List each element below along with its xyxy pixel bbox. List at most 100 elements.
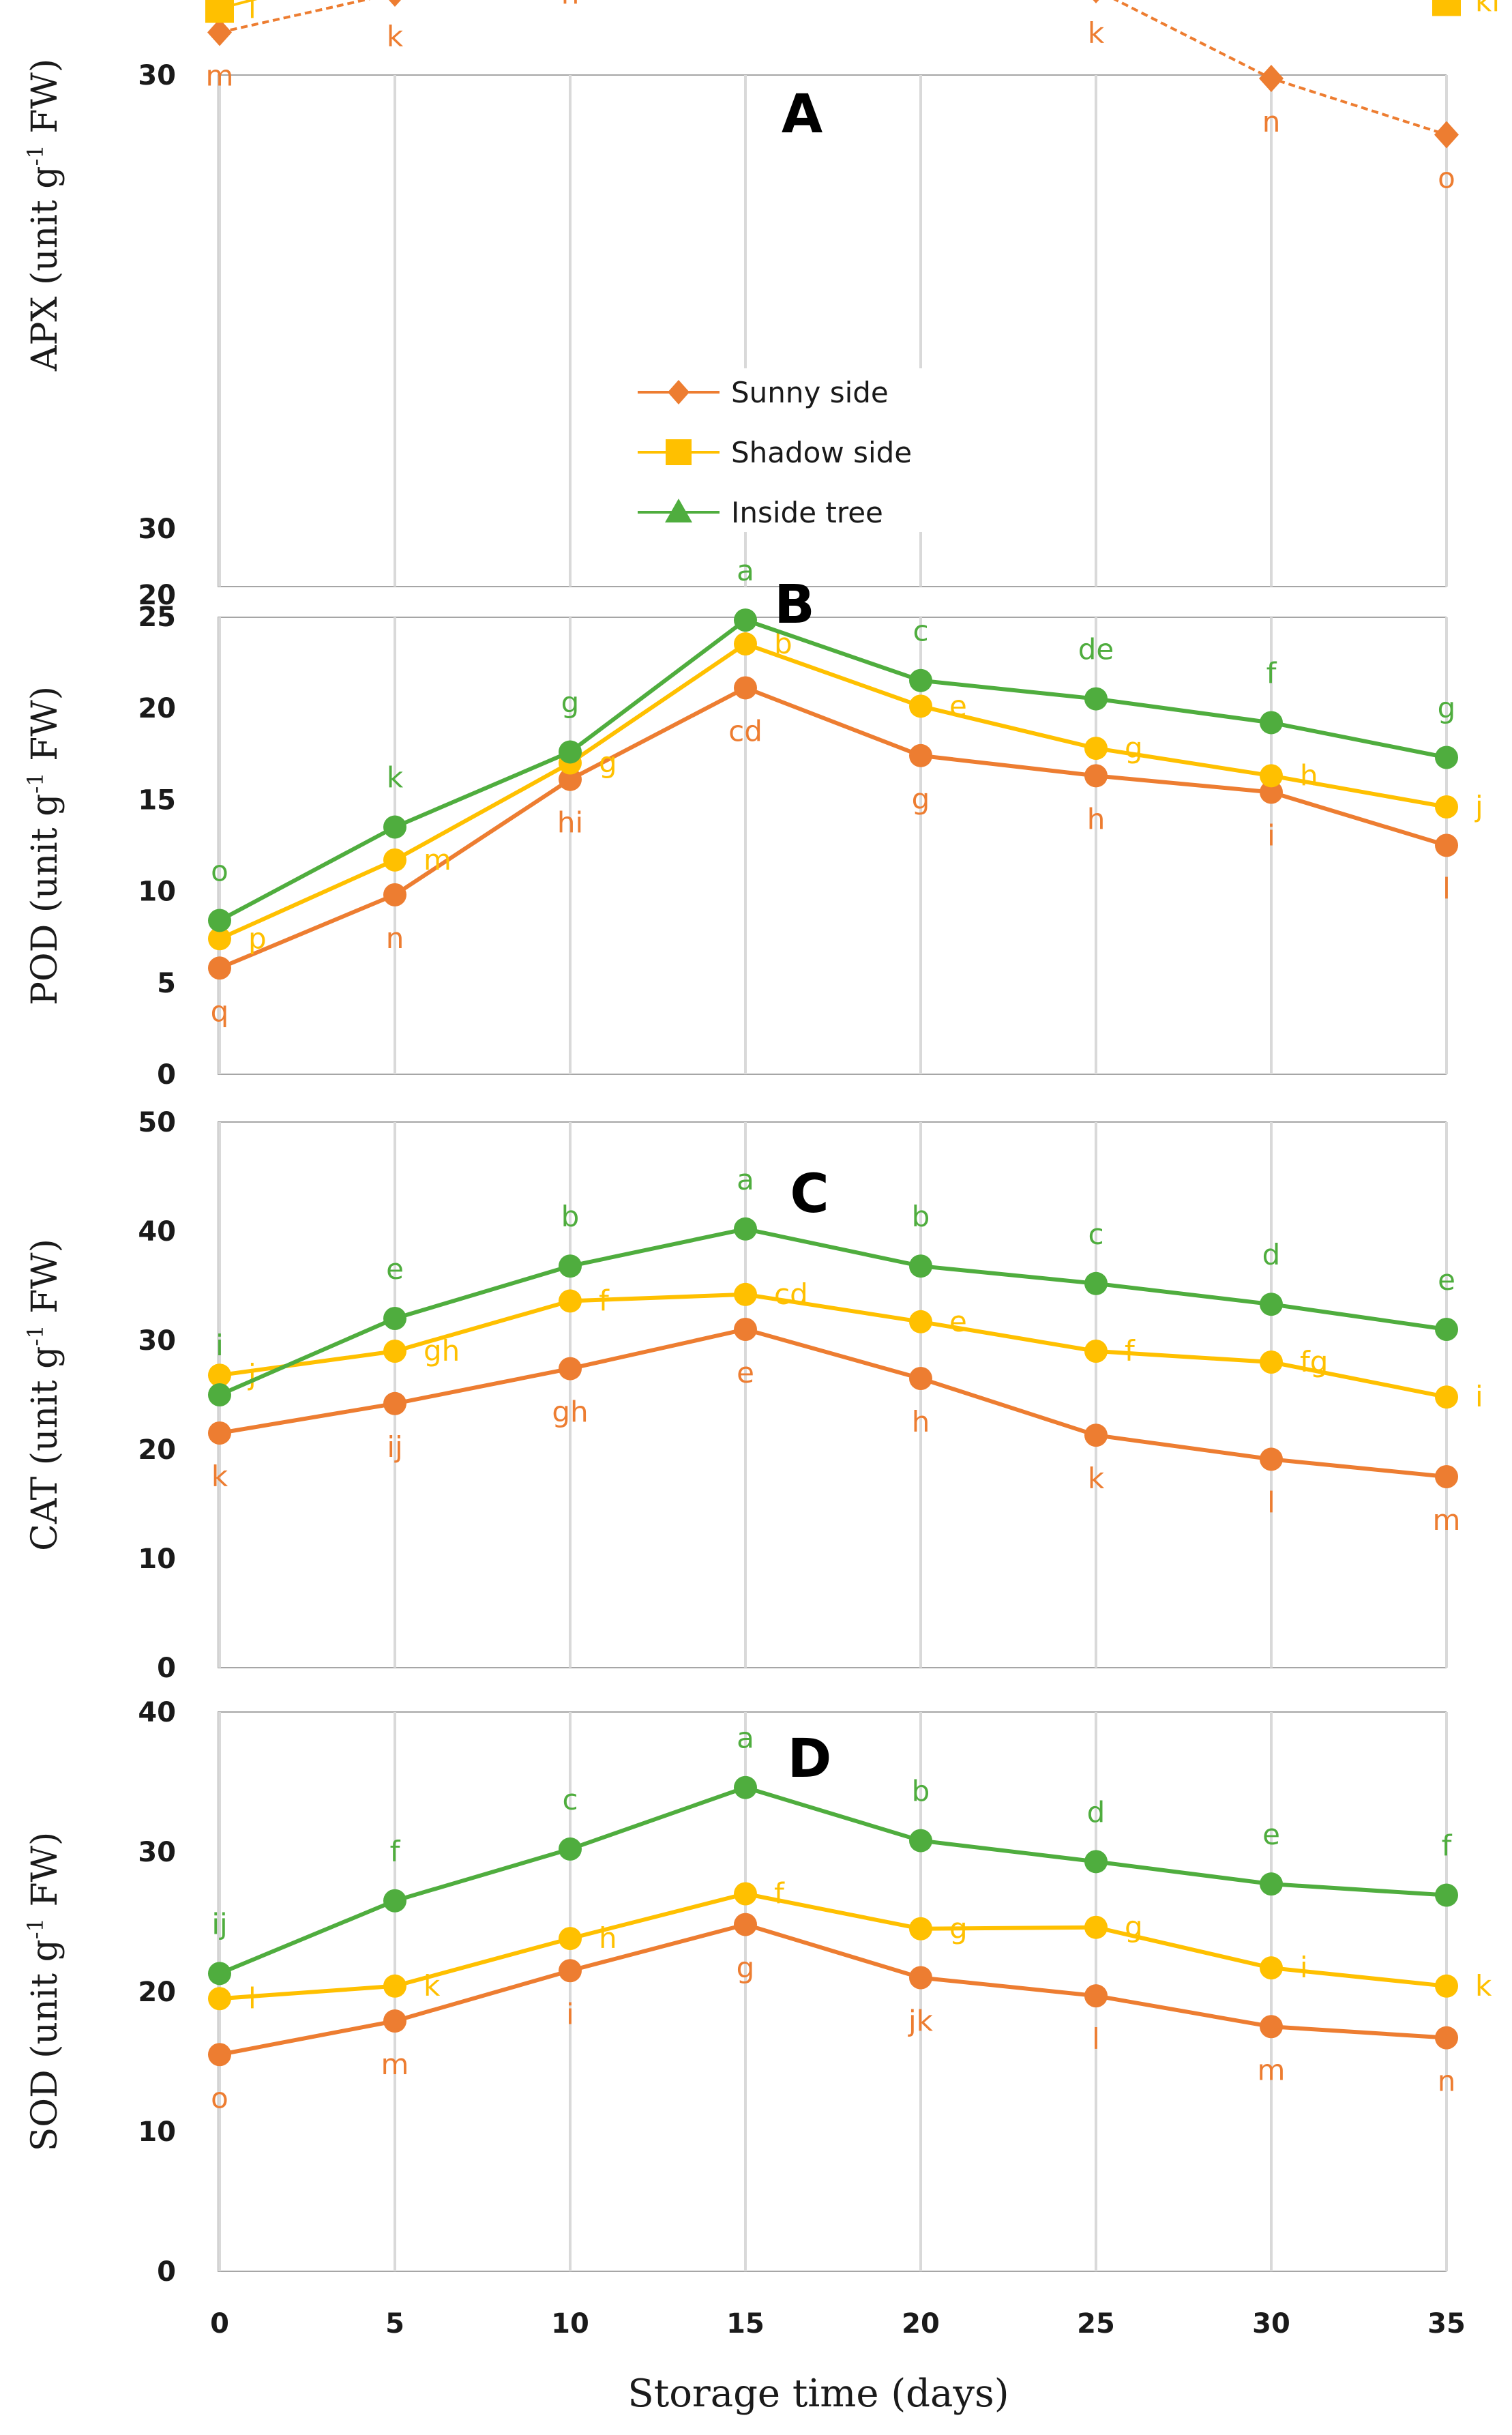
data-label-inside-1: k (387, 761, 404, 795)
point-inside-7 (1435, 1883, 1458, 1907)
x-axis-title: Storage time (days) (627, 2372, 1009, 2416)
y-tick-label-1: 5 (157, 968, 176, 999)
point-sunny-2 (559, 1357, 582, 1381)
y-tick-label-3: 15 (138, 784, 176, 816)
point-shadow-4 (909, 694, 932, 718)
data-label-inside-3: a (737, 1163, 754, 1196)
point-shadow-5 (1084, 737, 1108, 761)
y-axis-title-end: FW) (25, 1239, 65, 1325)
x-axis-labels: 0 5 10 15 20 25 30 35 (210, 2308, 1466, 2340)
point-sunny-4 (909, 1966, 932, 1990)
legend-label-sunny: Sunny side (731, 376, 889, 409)
point-shadow-1 (383, 1340, 406, 1363)
y-tick-label-extra-1: 20 (138, 580, 176, 611)
data-label-inside-5: c (1088, 1218, 1103, 1251)
point-shadow-4 (909, 1310, 932, 1333)
point-sunny-2 (559, 767, 582, 791)
y-axis-title: POD (unit g-1 FW) (23, 686, 65, 1005)
data-label-shadow-3: cd (774, 1278, 808, 1311)
data-label-shadow-1: k (424, 1969, 441, 2003)
data-label-shadow-4: e (949, 1305, 967, 1338)
data-label-sunny-7: o (1438, 162, 1455, 195)
point-sunny-0 (208, 956, 231, 980)
point-sunny-5 (1084, 1984, 1108, 2008)
data-label-inside-1: f (390, 1835, 401, 1868)
point-inside-7 (1435, 746, 1458, 769)
x-tick-label-1: 5 (385, 2308, 404, 2340)
data-label-shadow-6: fg (1300, 1345, 1328, 1378)
panel-cat: 0 10 20 30 40 50 CAT (unit g-1 FW) Ck ij gh e h k l m j… (23, 1107, 1483, 1684)
point-sunny-4 (909, 743, 932, 767)
data-label-inside-0: i (216, 1329, 224, 1362)
y-tick-label-1: 10 (138, 2116, 176, 2148)
point-inside-4 (909, 1829, 932, 1853)
series-line-shadow (218, 641, 1447, 941)
data-label-shadow-5: g (1125, 731, 1143, 765)
point-sunny-3 (734, 1318, 757, 1341)
data-label-sunny-0: k (211, 1460, 228, 1493)
point-inside-2 (559, 1837, 582, 1861)
series-line-sunny (219, 0, 1447, 136)
point-inside-5 (1084, 1271, 1108, 1295)
y-axis-title-sup: -1 (23, 1325, 48, 1346)
data-label-shadow-5: f (1125, 1334, 1136, 1368)
point-shadow-7 (1432, 0, 1461, 16)
data-label-shadow-0: j (248, 1358, 256, 1391)
series-line-sunny (219, 1327, 1447, 1479)
point-shadow-0 (205, 0, 234, 23)
point-sunny-3 (734, 676, 757, 700)
y-tick-label-5: 25 (138, 602, 176, 633)
point-inside-0 (208, 909, 231, 932)
y-tick-label-3: 30 (138, 1837, 176, 1868)
data-label-shadow-1: gh (424, 1334, 460, 1368)
point-sunny-7 (1435, 833, 1458, 857)
point-sunny-1 (389, 0, 401, 7)
data-label-inside-5: d (1087, 1795, 1106, 1829)
y-tick-label-2: 10 (138, 876, 176, 908)
series-line-sunny (219, 1922, 1447, 2057)
panel-label: C (790, 1164, 829, 1225)
data-label-sunny-5: k (1088, 1462, 1105, 1495)
data-label-inside-6: e (1262, 1818, 1280, 1851)
point-shadow-6 (1260, 764, 1283, 788)
point-sunny-0 (208, 2043, 231, 2067)
point-sunny-5 (1084, 1423, 1108, 1447)
point-inside-0 (208, 1962, 231, 1986)
x-tick-label-5: 25 (1077, 2308, 1115, 2340)
data-label-inside-4: c (913, 615, 928, 648)
legend-label-inside: Inside tree (731, 496, 883, 529)
data-label-inside-4: b (912, 1775, 930, 1808)
y-axis-title-end: FW) (25, 686, 65, 772)
point-inside-1 (383, 1889, 406, 1913)
point-inside-7 (1435, 1318, 1458, 1341)
y-tick-label-extra-0: 30 (138, 514, 176, 545)
y-axis-title-end: FW) (25, 59, 65, 145)
data-label-shadow-1: m (424, 843, 451, 876)
data-label-inside-7: f (1442, 1829, 1453, 1863)
y-axis-title: CAT (unit g-1 FW) (23, 1239, 65, 1551)
point-shadow-0 (208, 1987, 231, 2011)
data-label-inside-3: a (737, 1722, 754, 1755)
data-label-inside-4: b (912, 1200, 930, 1233)
legend-marker-shadow (666, 439, 692, 465)
point-shadow-5 (1084, 1915, 1108, 1939)
point-sunny-7 (1434, 121, 1459, 149)
point-sunny-5 (1093, 0, 1099, 3)
point-shadow-5 (1084, 1340, 1108, 1363)
data-label-inside-2: c (562, 1783, 578, 1816)
y-axis-title: APX (unit g-1 FW) (23, 59, 65, 372)
data-label-sunny-4: h (912, 1405, 930, 1438)
y-tick-label-4: 40 (138, 1216, 176, 1248)
x-tick-label-7: 35 (1427, 2308, 1466, 2340)
data-label-shadow-2: g (599, 746, 617, 780)
data-label-sunny-4: g (912, 782, 930, 816)
data-label-sunny-5: k (1088, 16, 1105, 50)
point-sunny-1 (383, 2009, 406, 2033)
data-label-sunny-3: e (737, 1356, 754, 1389)
point-shadow-6 (1260, 1351, 1283, 1374)
point-sunny-1 (383, 1391, 406, 1415)
point-inside-4 (909, 1254, 932, 1278)
data-label-sunny-2: hi (557, 806, 583, 840)
point-sunny-6 (1259, 65, 1284, 92)
point-sunny-6 (1260, 2015, 1283, 2039)
